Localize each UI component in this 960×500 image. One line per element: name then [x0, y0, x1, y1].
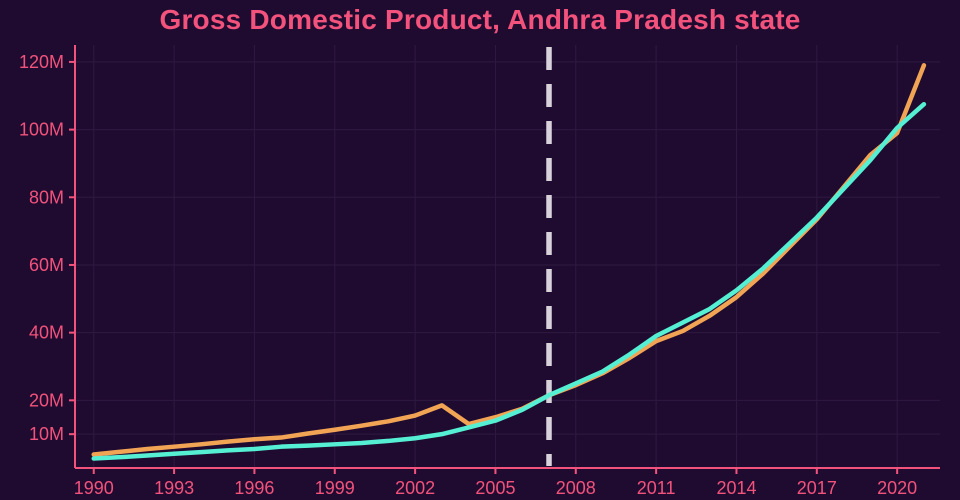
x-tick-label: 2005 [475, 478, 515, 498]
gridlines [75, 45, 940, 468]
y-tick-label: 40M [29, 323, 64, 343]
chart-title: Gross Domestic Product, Andhra Pradesh s… [159, 4, 801, 35]
y-tick-label: 80M [29, 187, 64, 207]
x-tick-label: 2011 [637, 478, 676, 498]
series-teal-line [91, 101, 927, 461]
x-tick-label: 2002 [395, 478, 435, 498]
x-tick-label: 1996 [234, 478, 274, 498]
y-tick-label: 20M [29, 390, 64, 410]
x-tick-label: 1999 [315, 478, 355, 498]
y-tick-label: 100M [19, 120, 64, 140]
y-tick-label: 60M [29, 255, 64, 275]
y-tick-label: 10M [29, 424, 64, 444]
axes: 1990 1993 1996 1999 2002 2005 2008 2011 2014 2017… [19, 45, 940, 498]
series-orange-line [91, 63, 927, 457]
y-tick-label: 120M [19, 52, 64, 72]
x-tick-label: 1993 [154, 478, 194, 498]
x-tick-label: 2017 [797, 478, 837, 498]
x-tick-label: 2020 [877, 478, 917, 498]
x-tick-label: 2008 [556, 478, 596, 498]
x-tick-label: 2014 [716, 478, 756, 498]
x-tick-label: 1990 [74, 478, 114, 498]
